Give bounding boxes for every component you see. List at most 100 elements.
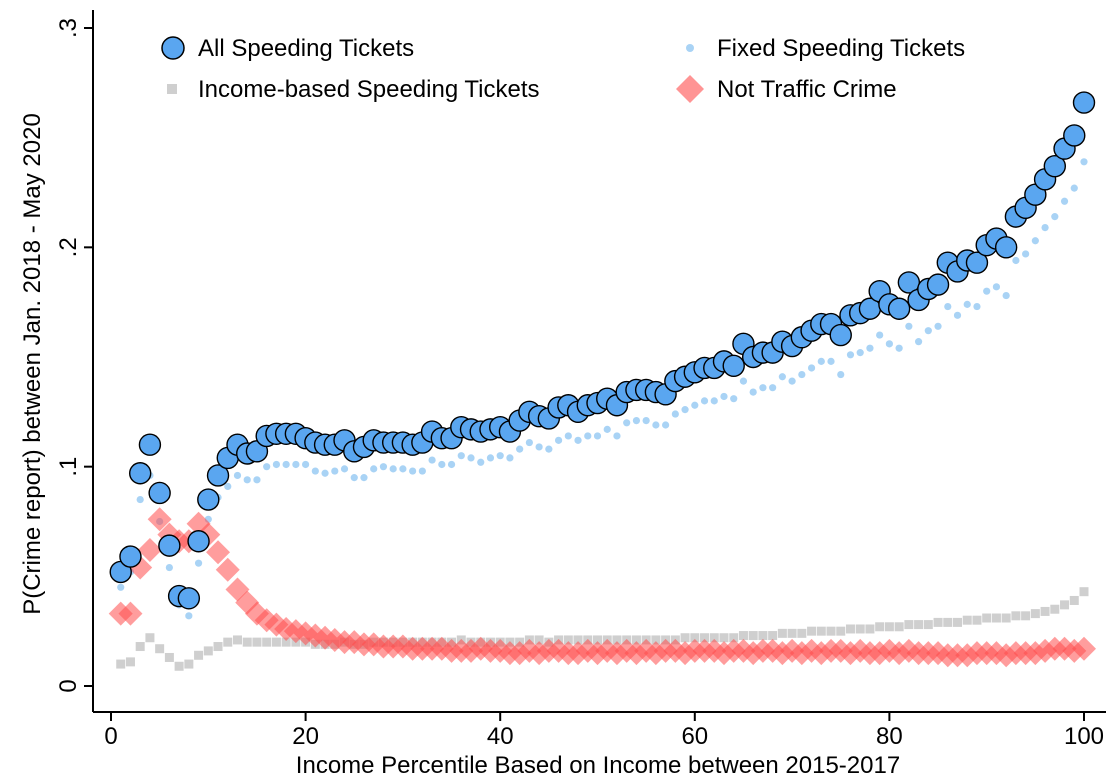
income-based-point bbox=[884, 622, 894, 632]
income-based-point bbox=[563, 635, 573, 645]
fixed-point bbox=[360, 474, 368, 482]
all-speeding-point bbox=[197, 488, 220, 511]
fixed-point bbox=[769, 384, 777, 392]
fixed-point bbox=[827, 357, 835, 365]
fixed-point bbox=[1051, 213, 1059, 221]
fixed-point bbox=[798, 370, 806, 379]
income-based-point bbox=[826, 626, 836, 636]
fixed-point bbox=[292, 460, 300, 469]
income-based-point bbox=[116, 659, 126, 669]
income-based-point bbox=[729, 633, 739, 643]
all-speeding-point bbox=[887, 297, 911, 320]
fixed-point bbox=[447, 460, 456, 469]
fixed-point bbox=[739, 377, 748, 385]
not-traffic-point bbox=[137, 538, 162, 563]
income-based-point bbox=[184, 659, 194, 669]
fixed-point bbox=[311, 467, 319, 475]
income-based-point bbox=[242, 637, 252, 647]
fixed-point bbox=[963, 300, 971, 308]
income-based-point bbox=[787, 628, 797, 638]
not-traffic-point bbox=[215, 557, 240, 582]
fixed-point bbox=[370, 465, 378, 473]
fixed-point bbox=[856, 349, 864, 357]
income-based-point bbox=[1021, 611, 1031, 621]
fixed-point bbox=[905, 322, 913, 330]
income-based-point bbox=[709, 633, 719, 643]
income-based-point bbox=[1001, 613, 1011, 623]
all-speeding-point bbox=[994, 236, 1018, 259]
income-based-point bbox=[1040, 606, 1050, 616]
fixed-point bbox=[165, 563, 173, 572]
fixed-point bbox=[652, 421, 660, 429]
income-based-point bbox=[1060, 600, 1070, 610]
income-based-point bbox=[262, 637, 272, 647]
fixed-point bbox=[350, 474, 358, 482]
all-speeding-point bbox=[138, 433, 162, 456]
not-traffic-point bbox=[118, 601, 143, 626]
fixed-point bbox=[1002, 291, 1010, 300]
legend-label-income-based: Income-based Speeding Tickets bbox=[198, 76, 540, 103]
income-based-point bbox=[612, 635, 622, 645]
fixed-point bbox=[778, 373, 786, 381]
all-speeding-point bbox=[1043, 154, 1067, 178]
legend-item-income-based: Income-based Speeding Tickets bbox=[167, 76, 540, 103]
not-traffic-point bbox=[206, 540, 231, 565]
fixed-point bbox=[253, 476, 261, 484]
income-based-point bbox=[768, 631, 778, 641]
fixed-point bbox=[759, 384, 767, 392]
fixed-point bbox=[1070, 184, 1078, 192]
income-based-point bbox=[865, 624, 875, 634]
y-ticks: 0 .1 .2 .3 bbox=[55, 18, 93, 693]
fixed-point bbox=[876, 331, 884, 339]
income-based-point bbox=[174, 661, 184, 671]
x-tick-label: 80 bbox=[876, 723, 903, 750]
income-based-point bbox=[904, 620, 914, 630]
income-based-point bbox=[223, 637, 233, 647]
income-based-point bbox=[758, 631, 768, 641]
income-based-point bbox=[680, 633, 690, 643]
fixed-point bbox=[700, 397, 709, 405]
fixed-point bbox=[564, 432, 572, 440]
income-based-point bbox=[748, 631, 758, 641]
fixed-point bbox=[574, 436, 582, 444]
all-speeding-series bbox=[109, 91, 1096, 610]
fixed-point bbox=[846, 351, 855, 359]
fixed-point bbox=[817, 357, 825, 365]
fixed-point bbox=[496, 452, 504, 460]
fixed-point bbox=[662, 421, 670, 429]
income-based-point bbox=[972, 615, 982, 625]
fixed-point bbox=[992, 283, 1001, 291]
fixed-point bbox=[272, 460, 281, 469]
x-tick-label: 20 bbox=[292, 723, 319, 750]
fixed-point bbox=[613, 432, 621, 440]
income-based-point bbox=[836, 626, 846, 636]
y-tick-label: .2 bbox=[55, 237, 82, 257]
fixed-point bbox=[136, 495, 144, 504]
fixed-point bbox=[623, 419, 631, 427]
fixed-point bbox=[428, 456, 436, 464]
all-speeding-point bbox=[148, 481, 171, 505]
income-based-point bbox=[155, 644, 165, 654]
income-based-point bbox=[914, 620, 924, 630]
fixed-point bbox=[263, 463, 271, 471]
y-tick-label: 0 bbox=[55, 679, 82, 692]
income-based-point bbox=[855, 624, 865, 634]
fixed-point bbox=[525, 438, 533, 447]
income-based-point bbox=[816, 626, 826, 636]
fixed-point bbox=[282, 460, 290, 469]
axes: 0 20 40 60 80 100 0 .1 .2 .3 Income Percentile B… bbox=[19, 10, 1106, 779]
income-based-point bbox=[690, 633, 700, 643]
fixed-point bbox=[632, 417, 641, 425]
fixed-point bbox=[924, 327, 932, 335]
income-based-point bbox=[738, 631, 748, 641]
x-ticks: 0 20 40 60 80 100 bbox=[104, 712, 1104, 750]
fixed-point bbox=[593, 432, 602, 440]
income-based-point bbox=[719, 633, 729, 643]
legend-label-all-speeding: All Speeding Tickets bbox=[198, 35, 414, 62]
fixed-point bbox=[691, 401, 699, 409]
x-axis-label: Income Percentile Based on Income betwee… bbox=[296, 752, 900, 779]
income-based-point bbox=[573, 635, 583, 645]
fixed-point bbox=[331, 467, 339, 475]
income-based-point bbox=[135, 642, 145, 652]
fixed-point bbox=[885, 340, 894, 348]
